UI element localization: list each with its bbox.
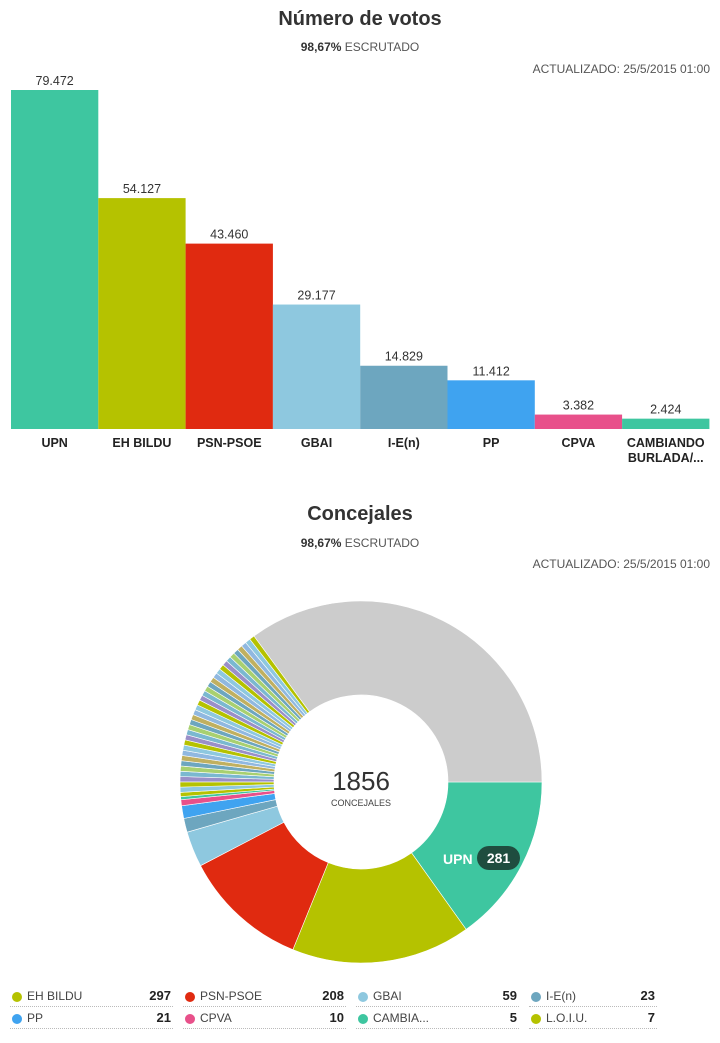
legend-item: PSN-PSOE 208: [183, 986, 346, 1007]
votes-scrutiny: 98,67% ESCRUTADO: [0, 40, 720, 54]
bar-value-label: 3.382: [563, 399, 594, 413]
legend-item: CAMBIA... 5: [356, 1008, 519, 1029]
legend-value: 297: [149, 988, 171, 1003]
legend-value: 59: [502, 988, 517, 1003]
donut-center-value: 1856: [332, 766, 390, 796]
legend-row: PP 21 CPVA 10 CAMBIA... 5 L.O.I.U. 7: [10, 1008, 710, 1030]
seats-updated: ACTUALIZADO: 25/5/2015 01:00: [532, 557, 710, 571]
bar-value-label: 54.127: [123, 182, 161, 196]
donut-highlight-pill: [477, 846, 520, 870]
bar-value-label: 14.829: [385, 350, 423, 364]
bar: [272, 304, 361, 429]
legend-name: CPVA: [200, 1011, 232, 1025]
legend-name: PP: [27, 1011, 44, 1025]
legend-item: I-E(n) 23: [529, 986, 657, 1007]
bar: [534, 414, 623, 429]
bar-category-label: PP: [483, 436, 500, 450]
legend-value: 7: [647, 1010, 655, 1025]
bar: [622, 418, 710, 429]
legend-value: 21: [156, 1010, 171, 1025]
bar: [360, 365, 448, 429]
donut-highlight-name: UPN: [443, 851, 473, 867]
donut-slice: [253, 600, 543, 783]
donut-slice: [292, 852, 467, 964]
bar-value-label: 2.424: [650, 403, 681, 417]
legend-name: CAMBIA...: [373, 1011, 430, 1025]
seats-donut-chart: 1856 CONCEJALES UPN 281: [179, 600, 543, 964]
legend-name: EH BILDU: [27, 989, 83, 1003]
bar-category-label: PSN-PSOE: [197, 436, 262, 450]
bar-category-label: CAMBIANDO BURLADA/...: [627, 436, 705, 465]
legend-name: GBAI: [373, 989, 402, 1003]
bar: [447, 380, 535, 429]
seats-scrutiny: 98,67% ESCRUTADO: [0, 536, 720, 550]
legend-item: EH BILDU 297: [10, 986, 173, 1007]
bar-category-label: CPVA: [562, 436, 596, 450]
bar-value-label: 11.412: [472, 364, 509, 378]
seats-title: Concejales: [307, 503, 413, 525]
legend-dot: [358, 1014, 368, 1024]
legend-value: 5: [509, 1010, 517, 1025]
legend-dot: [185, 1014, 195, 1024]
legend-name: L.O.I.U.: [546, 1011, 588, 1025]
legend-dot: [185, 992, 195, 1002]
bar-value-label: 29.177: [297, 289, 335, 303]
legend-dot: [358, 992, 368, 1002]
legend-item: L.O.I.U. 7: [529, 1008, 657, 1029]
legend-item: PP 21: [10, 1008, 173, 1029]
legend-value: 208: [322, 988, 344, 1003]
votes-updated: ACTUALIZADO: 25/5/2015 01:00: [532, 62, 710, 76]
votes-scrutiny-value: 98,67%: [300, 40, 342, 54]
donut-center-label: CONCEJALES: [331, 798, 391, 808]
bar: [185, 243, 273, 429]
legend-dot: [531, 1014, 541, 1024]
bar: [11, 90, 99, 429]
bar: [98, 198, 186, 429]
legend-value: 23: [640, 988, 655, 1003]
votes-bar-chart: 79.472 UPN 54.127 EH BILDU 43.460 PSN-PSOE 29.…: [11, 74, 710, 465]
legend-dot: [12, 992, 22, 1002]
bar-category-label: I-E(n): [388, 436, 420, 450]
bar-category-label: EH BILDU: [112, 436, 171, 450]
bar-value-label: 79.472: [36, 74, 74, 88]
seats-legend: EH BILDU 297 PSN-PSOE 208 GBAI 59 I-E(n) 23 …: [10, 986, 710, 1030]
legend-item: GBAI 59: [356, 986, 519, 1007]
votes-scrutiny-label: ESCRUTADO: [344, 40, 420, 54]
bar-value-label: 43.460: [210, 228, 248, 242]
legend-name: PSN-PSOE: [200, 989, 263, 1003]
bar-category-label: GBAI: [301, 436, 332, 450]
donut-highlight-value: 281: [487, 850, 511, 866]
legend-name: I-E(n): [546, 989, 576, 1003]
votes-title: Número de votos: [278, 8, 442, 30]
seats-scrutiny-label: ESCRUTADO: [344, 536, 420, 550]
legend-row: EH BILDU 297 PSN-PSOE 208 GBAI 59 I-E(n) 23: [10, 986, 710, 1008]
bar-category-label: UPN: [41, 436, 67, 450]
seats-scrutiny-value: 98,67%: [300, 536, 342, 550]
legend-dot: [12, 1014, 22, 1024]
legend-dot: [531, 992, 541, 1002]
legend-item: CPVA 10: [183, 1008, 346, 1029]
legend-value: 10: [329, 1010, 344, 1025]
donut-slice: [411, 781, 543, 930]
